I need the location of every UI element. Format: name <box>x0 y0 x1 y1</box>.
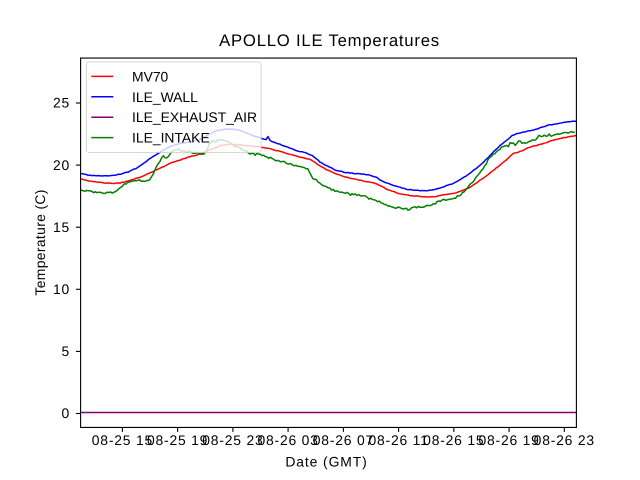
svg-text:Date (GMT): Date (GMT) <box>285 454 367 470</box>
svg-text:08-25 15: 08-25 15 <box>92 432 153 448</box>
svg-text:25: 25 <box>53 95 70 111</box>
svg-text:0: 0 <box>61 405 70 421</box>
svg-text:MV70: MV70 <box>132 68 169 84</box>
svg-text:08-26 15: 08-26 15 <box>423 432 484 448</box>
svg-text:ILE_INTAKE: ILE_INTAKE <box>132 130 210 146</box>
svg-text:ILE_WALL: ILE_WALL <box>132 89 198 105</box>
svg-text:08-25 19: 08-25 19 <box>147 432 208 448</box>
svg-text:08-26 19: 08-26 19 <box>478 432 539 448</box>
svg-text:08-26 11: 08-26 11 <box>368 432 428 448</box>
svg-text:ILE_EXHAUST_AIR: ILE_EXHAUST_AIR <box>132 109 257 125</box>
svg-text:APOLLO ILE Temperatures: APOLLO ILE Temperatures <box>219 31 440 50</box>
svg-text:08-25 23: 08-25 23 <box>202 432 263 448</box>
svg-text:08-26 07: 08-26 07 <box>313 432 374 448</box>
svg-text:5: 5 <box>61 343 70 359</box>
svg-text:08-26 03: 08-26 03 <box>257 432 318 448</box>
svg-text:Temperature (C): Temperature (C) <box>32 189 48 295</box>
svg-text:08-26 23: 08-26 23 <box>534 432 595 448</box>
svg-text:15: 15 <box>53 219 70 235</box>
svg-text:10: 10 <box>53 281 70 297</box>
svg-text:20: 20 <box>53 157 70 173</box>
